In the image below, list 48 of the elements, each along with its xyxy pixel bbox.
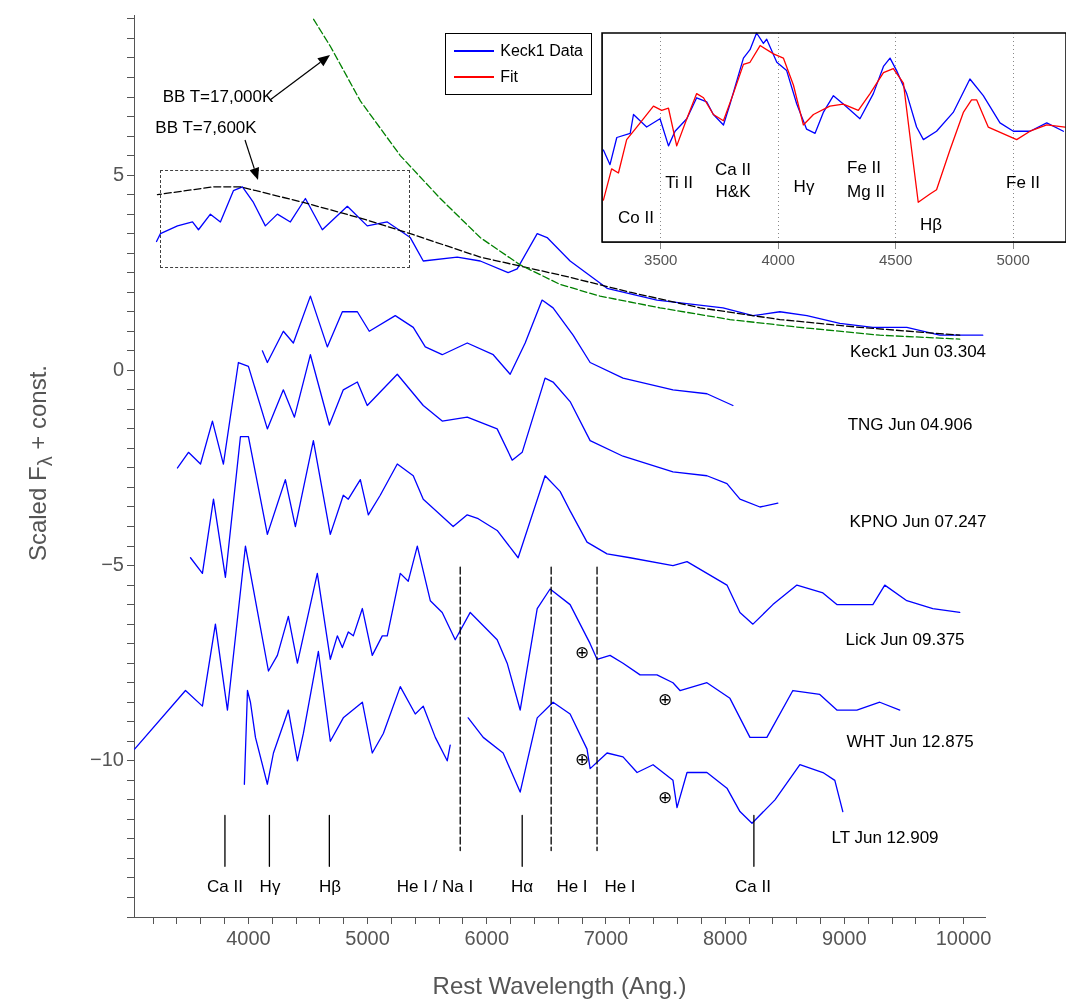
annotation: BB T=17,000K [162,86,275,106]
annotation: ⊕ [575,642,589,662]
annotation: WHT Jun 12.875 [846,731,974,751]
y-tick-label: −5 [101,553,124,576]
annotation: Co II [618,207,654,227]
x-tick-label: 5000 [996,251,1030,269]
legend-label: Keck1 Data [500,42,583,60]
annotation: He I / Na I [396,876,474,896]
annotation: KPNO Jun 07.247 [849,511,987,531]
y-tick-label: −10 [90,748,124,771]
annotation: Hα [510,876,534,896]
line-series [312,18,961,340]
x-axis-title: Rest Wavelength (Ang.) [432,972,687,1000]
annotation: LT Jun 12.909 [831,827,939,847]
annotation: Fe II [1005,172,1041,192]
annotation: Keck1 Jun 03.304 [849,341,987,361]
annotation: He I [604,876,636,896]
x-tick-label: 4000 [226,926,271,949]
annotation: Lick Jun 09.375 [845,629,965,649]
annotation: ⊕ [658,787,672,807]
x-tick-label: 7000 [583,926,629,949]
annotation: H&K [715,181,752,201]
annotation: Ca II [207,876,243,896]
x-tick-label: 8000 [702,926,748,949]
annotation: Ca II [715,159,751,179]
x-tick-label: 6000 [464,926,510,949]
x-tick-label: 4500 [878,251,913,269]
annotation: Hβ [919,214,943,234]
annotation: Fe II [846,157,882,177]
x-tick-label: 3500 [644,251,678,269]
annotation: TNG Jun 04.906 [847,414,973,434]
x-tick-label: 10000 [935,926,992,949]
x-tick-label: 4000 [761,251,795,269]
annotation: ⊕ [575,749,589,769]
y-tick-label: 0 [112,357,124,380]
annotation: He I [556,876,588,896]
annotation: BB T=7,600K [155,117,258,137]
annotation: Hβ [318,876,342,896]
annotation: Ca II [735,876,771,896]
x-tick-label: 9000 [822,926,867,949]
annotation: Hγ [259,876,281,896]
y-tick-label: 5 [112,162,124,185]
legend-label: Fit [500,68,519,86]
annotation: Mg II [847,181,885,201]
x-tick-label: 5000 [345,926,390,949]
annotation: Hγ [793,176,815,196]
annotation: ⊕ [658,689,672,709]
annotation: Ti II [665,172,693,192]
